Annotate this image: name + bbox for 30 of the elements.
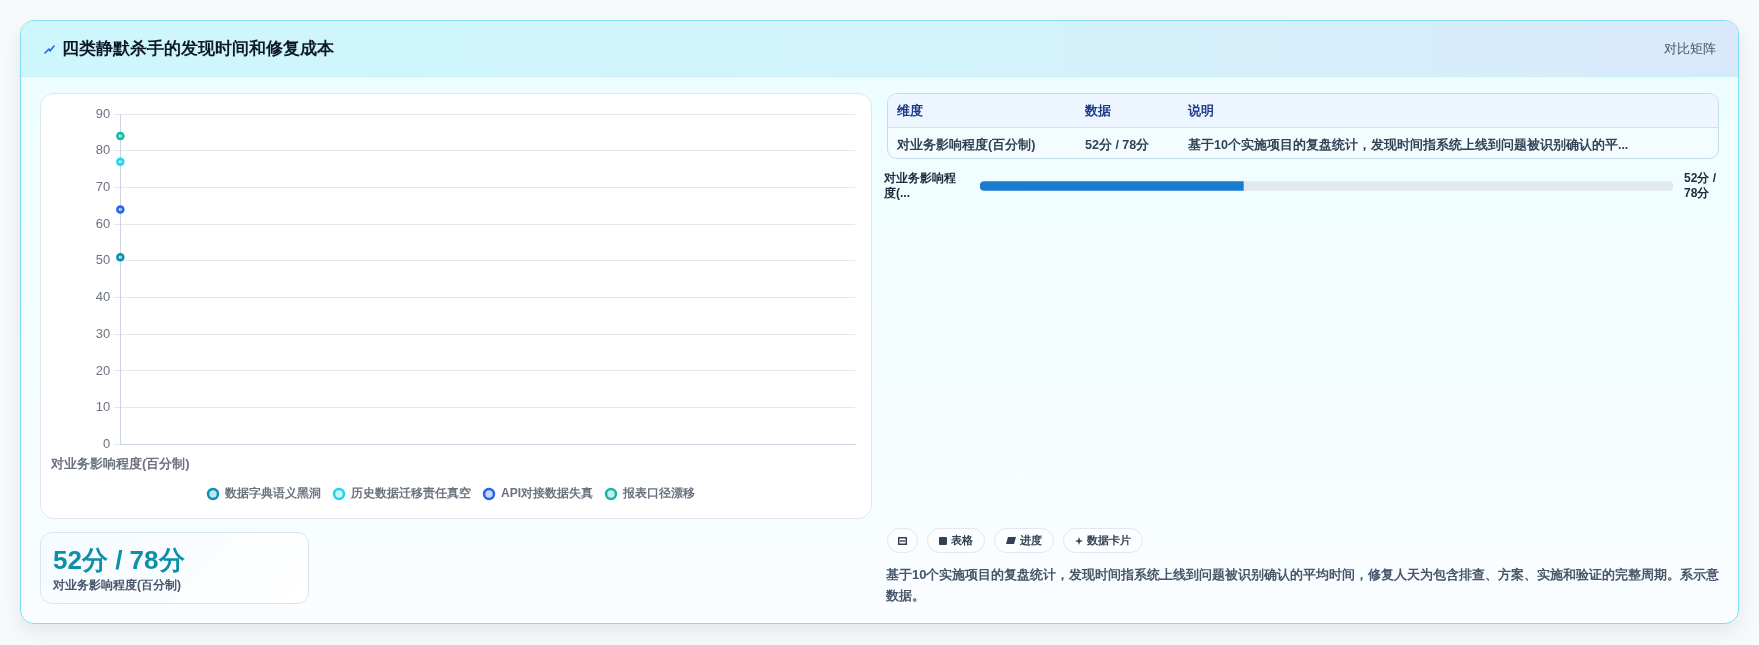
annotation: 52分 / 78分 bbox=[1085, 137, 1150, 153]
y-tick-label: 30 bbox=[95, 325, 111, 341]
text: 维度 bbox=[897, 103, 923, 119]
annotation: 对业务影响程度(百分制) bbox=[897, 137, 1036, 153]
toggle-button[interactable]: 表格 bbox=[927, 528, 985, 553]
legend-label: 报表口径漂移 bbox=[622, 486, 695, 501]
total-label: 52分 / 78分 bbox=[1684, 170, 1717, 200]
y-tick-label: 80 bbox=[95, 142, 111, 158]
y-tick-label: 对业务影响程度(... bbox=[883, 170, 956, 200]
legend-label: 历史数据迁移责任真空 bbox=[350, 486, 471, 501]
text: 基于10个实施项目的复盘统计，发现时间指系统上线到问题被识别确认的平均时间，修复人天为包含排查、方案、实施和验证的完整周期。系示意数据。 bbox=[886, 566, 1721, 605]
y-tick-label: 0 bbox=[103, 435, 111, 451]
y-tick-label: 10 bbox=[95, 399, 111, 415]
legend-label: API对接数据失真 bbox=[501, 486, 594, 501]
toggle-button[interactable]: 进度 bbox=[994, 528, 1054, 553]
y-tick-label: 40 bbox=[95, 289, 111, 305]
text: 对业务影响程度(百分制) bbox=[53, 578, 181, 593]
text: 对比矩阵 bbox=[1664, 41, 1716, 57]
text: 数据 bbox=[1085, 103, 1111, 119]
y-tick-label: 60 bbox=[95, 215, 111, 231]
text: 说明 bbox=[1188, 103, 1214, 119]
y-tick-label: 90 bbox=[95, 105, 111, 121]
legend-label: 数据字典语义黑洞 bbox=[224, 486, 321, 501]
y-tick-label: 50 bbox=[95, 252, 111, 268]
toggle-button[interactable]: 数据卡片 bbox=[1063, 528, 1143, 553]
y-tick-label: 70 bbox=[95, 179, 111, 194]
y-tick-label: 20 bbox=[95, 362, 111, 378]
text: 52分 / 78分 bbox=[53, 545, 185, 575]
annotation: 基于10个实施项目的复盘统计，发现时间指系统上线到问题被识别确认的平... bbox=[1188, 137, 1629, 153]
text: 四类静默杀手的发现时间和修复成本 bbox=[62, 38, 334, 60]
